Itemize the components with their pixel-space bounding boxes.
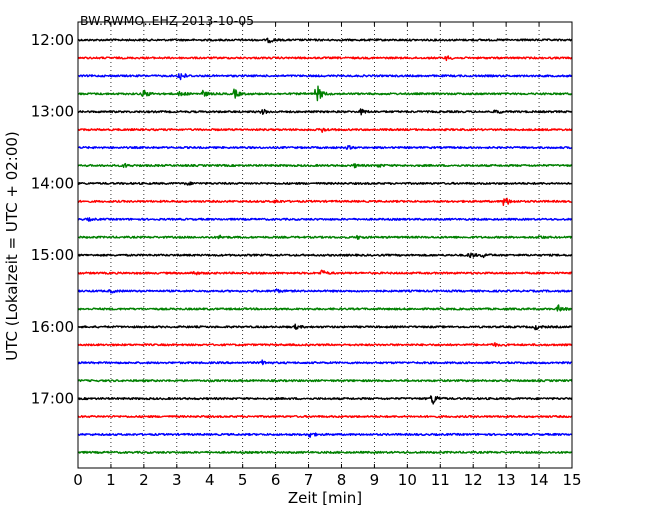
trace-1645 xyxy=(77,379,573,383)
x-tick-label: 6 xyxy=(271,471,281,489)
trace-1615 xyxy=(77,342,573,348)
trace-layer xyxy=(77,37,573,454)
trace-1445 xyxy=(77,234,572,240)
trace-1200 xyxy=(77,37,573,44)
trace-1345 xyxy=(77,162,573,169)
x-tick-label: 13 xyxy=(497,471,516,489)
trace-1700 xyxy=(77,395,573,405)
x-tick-label: 8 xyxy=(337,471,347,489)
trace-1330 xyxy=(77,145,572,150)
trace-1215 xyxy=(77,55,573,62)
x-tick-label: 7 xyxy=(304,471,314,489)
trace-1230 xyxy=(77,73,573,81)
y-tick-label: 16:00 xyxy=(31,318,74,336)
trace-1545 xyxy=(77,304,573,312)
x-tick-label: 3 xyxy=(172,471,182,489)
x-tick-label: 9 xyxy=(370,471,380,489)
x-tick-label: 0 xyxy=(73,471,83,489)
trace-1315 xyxy=(77,127,573,134)
x-tick-label: 12 xyxy=(464,471,483,489)
trace-1600 xyxy=(77,323,573,331)
x-axis-label: Zeit [min] xyxy=(288,489,362,507)
x-tick-label: 5 xyxy=(238,471,248,489)
x-tick-label: 15 xyxy=(562,471,581,489)
trace-1515 xyxy=(77,269,573,276)
plot-frame xyxy=(77,21,573,469)
x-tick-label: 4 xyxy=(205,471,215,489)
x-tick-label: 10 xyxy=(398,471,417,489)
trace-1715 xyxy=(77,414,573,419)
trace-1530 xyxy=(77,288,573,294)
x-tick-label: 2 xyxy=(139,471,149,489)
trace-1300 xyxy=(77,108,573,116)
y-tick-label: 14:00 xyxy=(31,174,74,192)
trace-1730 xyxy=(77,432,573,438)
y-tick-label: 13:00 xyxy=(31,103,74,121)
trace-1745 xyxy=(77,450,572,454)
x-axis: 0 1 2 3 4 5 6 7 8 9 10 11 12 13 14 15 xyxy=(73,22,582,489)
y-tick-label: 15:00 xyxy=(31,246,74,264)
trace-1400 xyxy=(77,181,572,186)
x-tick-label: 14 xyxy=(530,471,549,489)
trace-1415 xyxy=(77,197,572,207)
x-tick-label: 1 xyxy=(106,471,116,489)
y-tick-label: 17:00 xyxy=(31,390,74,408)
trace-1630 xyxy=(77,359,572,366)
trace-1500 xyxy=(77,252,573,259)
trace-1245 xyxy=(77,85,573,102)
chart-title: BW.RWMO..EHZ 2013-10-05 xyxy=(80,13,254,28)
x-tick-label: 11 xyxy=(431,471,450,489)
y-axis: 12:00 13:00 14:00 15:00 16:00 17:00 xyxy=(31,31,572,408)
y-tick-label: 12:00 xyxy=(31,31,74,49)
trace-1430 xyxy=(77,217,573,222)
y-axis-label: UTC (Lokalzeit = UTC + 02:00) xyxy=(3,131,21,361)
